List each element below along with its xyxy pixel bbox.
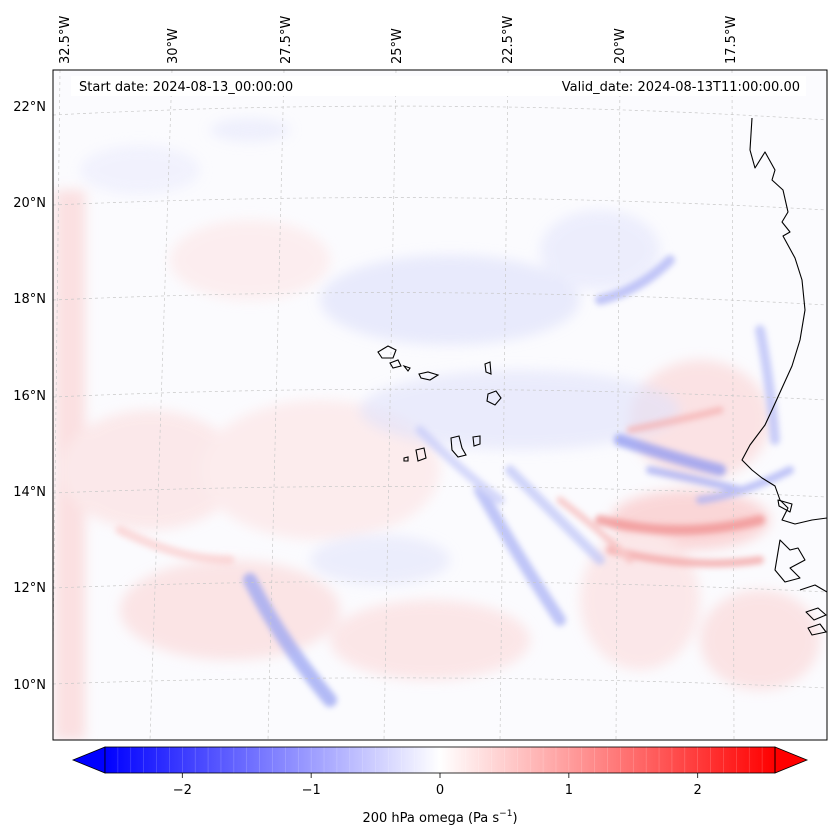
colorbar-tick-label: 0 [436, 783, 444, 798]
colorbar-tick-label: −1 [302, 783, 321, 798]
cape-verde-islands [377, 345, 502, 462]
start-date-label: Start date: 2024-08-13_00:00:00 [79, 80, 293, 95]
colorbar-tick-label: 1 [565, 783, 573, 798]
colorbar-tick-label: 2 [694, 783, 702, 798]
colorbar-ticks: −2 −1 0 1 2 [173, 773, 702, 798]
colorbar-label: 200 hPa omega (Pa s−1) [362, 809, 517, 826]
colorbar: −2 −1 0 1 2 200 hPa omega (Pa s−1) [71, 746, 809, 826]
lon-label: 22.5°W [501, 16, 516, 64]
lat-label: 14°N [13, 485, 46, 500]
lat-label: 18°N [13, 292, 46, 307]
omega-field [53, 70, 827, 740]
lon-label: 27.5°W [279, 16, 294, 64]
colorbar-extend-min [71, 746, 106, 774]
lat-label: 22°N [13, 100, 46, 115]
lon-label: 32.5°W [58, 16, 73, 64]
valid-date-label: Valid_date: 2024-08-13T11:00:00.00 [562, 80, 800, 95]
lat-label: 10°N [13, 678, 46, 693]
colorbar-body [105, 747, 775, 773]
map-panel: Start date: 2024-08-13_00:00:00 Valid_da… [52, 69, 828, 741]
lon-label: 17.5°W [724, 16, 739, 64]
colorbar-tick-label: −2 [173, 783, 192, 798]
coastline [741, 117, 827, 636]
lon-label: 25°W [390, 28, 405, 64]
lat-label: 20°N [13, 196, 46, 211]
latitude-labels: 22°N 20°N 18°N 16°N 14°N 12°N 10°N [13, 100, 46, 693]
longitude-labels: 32.5°W 30°W 27.5°W 25°W 22.5°W 20°W 17.5… [58, 16, 739, 64]
lon-label: 20°W [613, 28, 628, 64]
lon-label: 30°W [166, 28, 181, 64]
lat-label: 12°N [13, 581, 46, 596]
lat-label: 16°N [13, 389, 46, 404]
colorbar-extend-max [774, 746, 809, 774]
